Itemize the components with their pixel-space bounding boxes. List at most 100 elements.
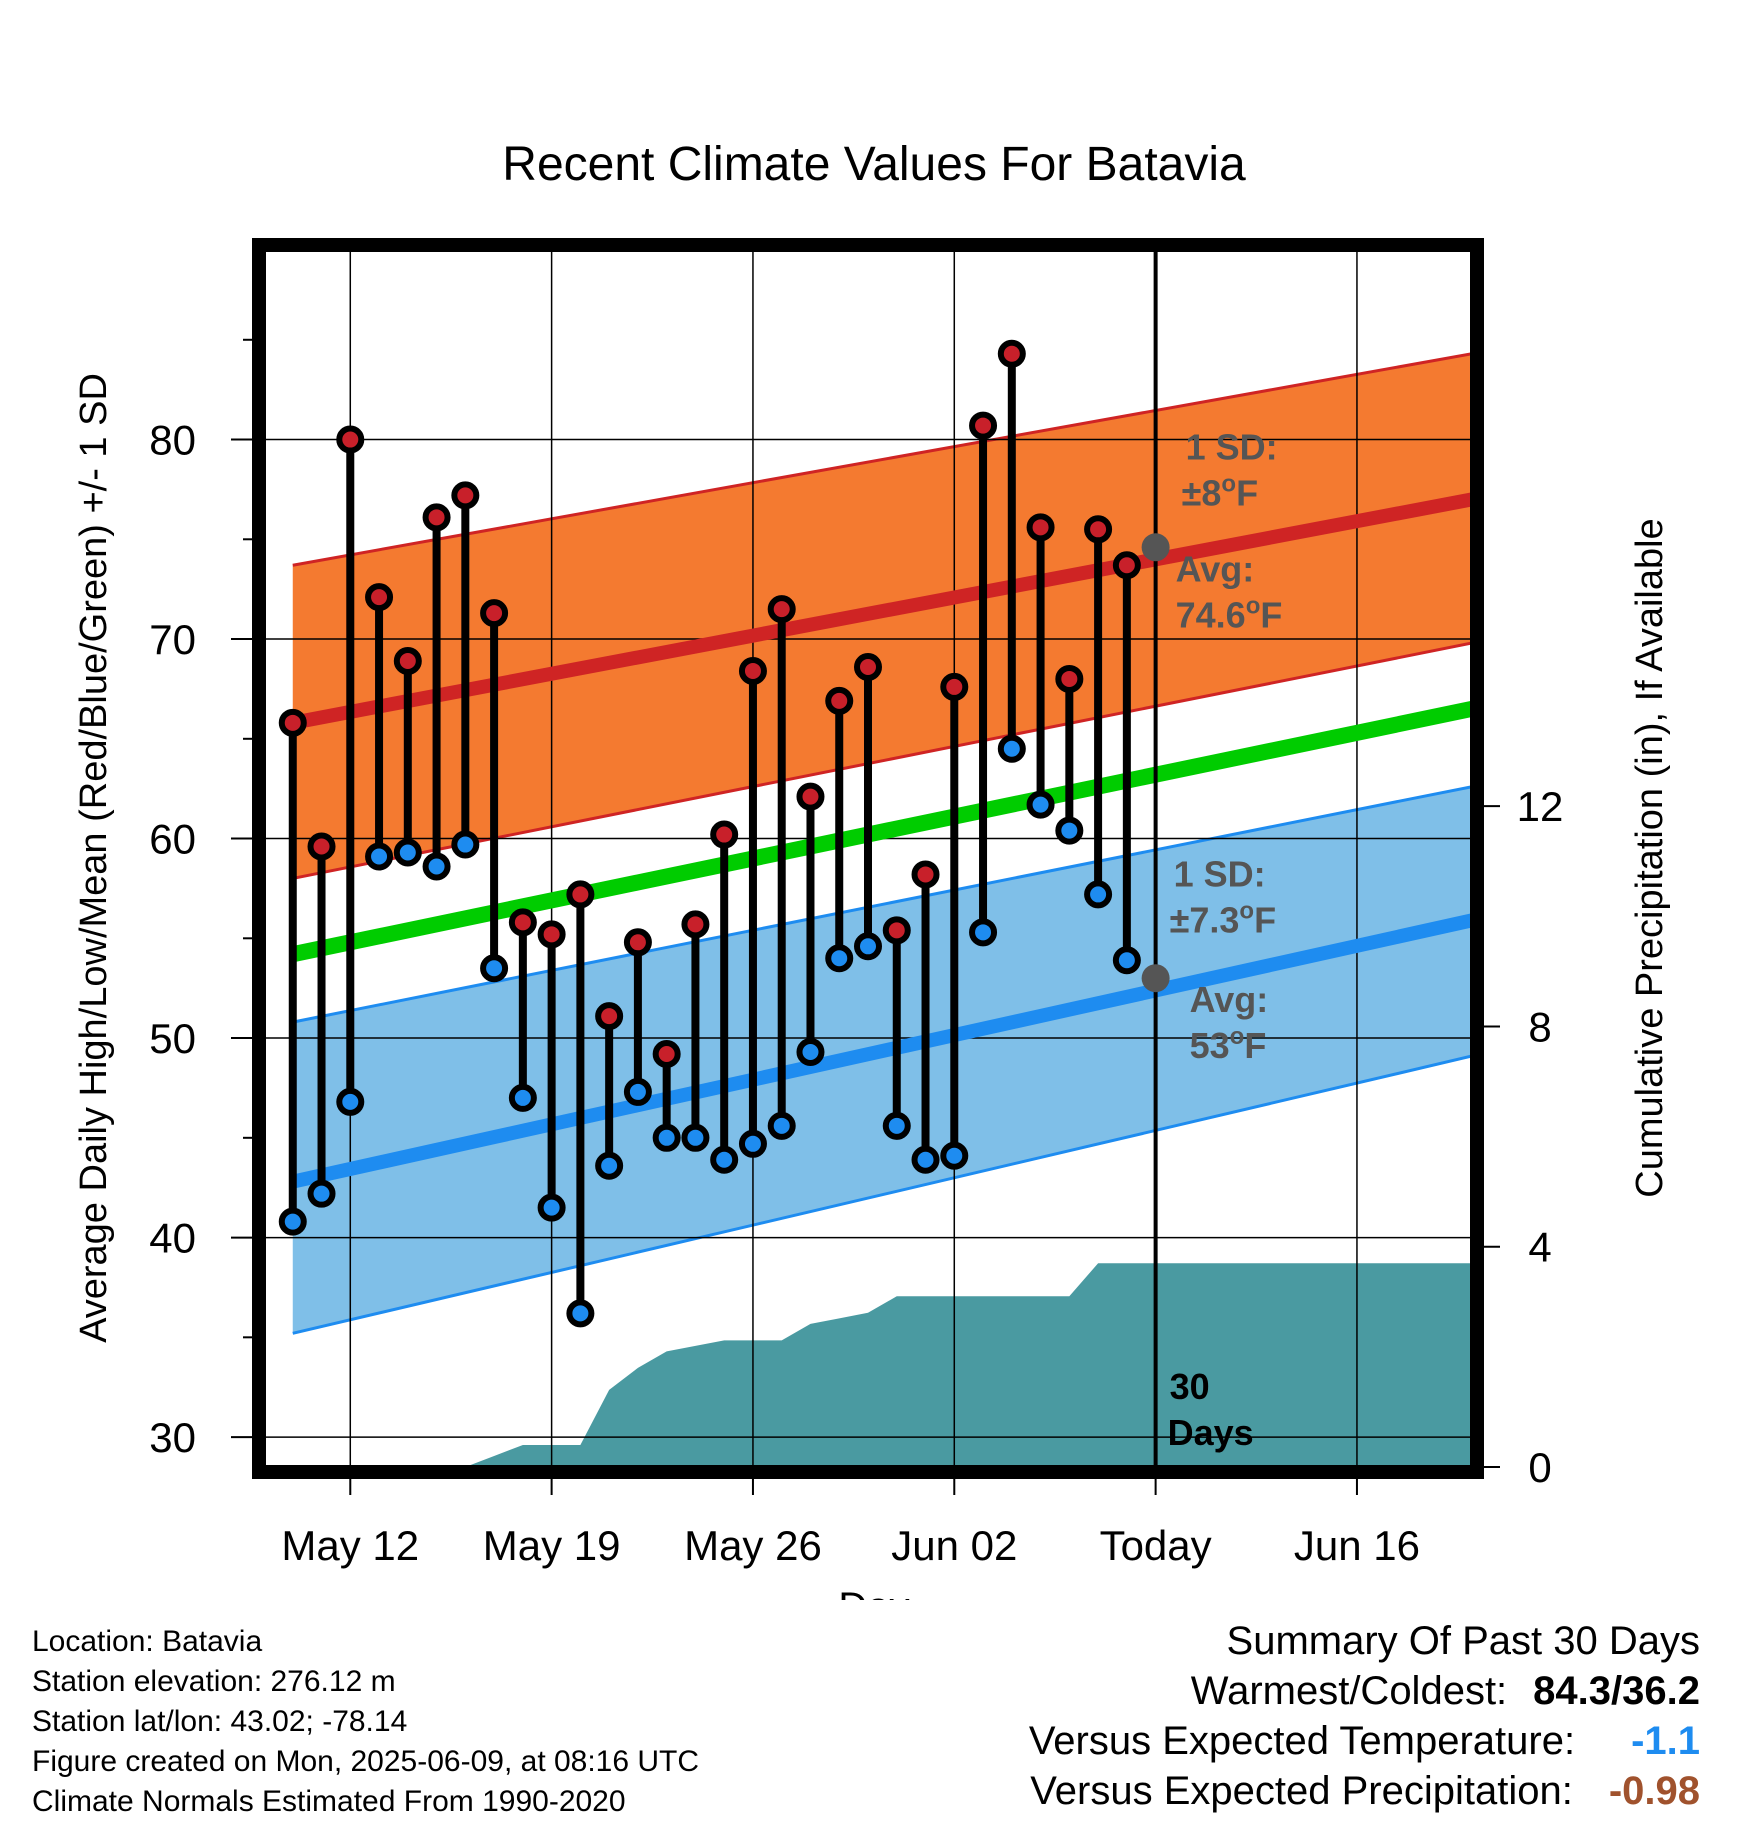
obs-low-point <box>595 1151 624 1180</box>
obs-low-point <box>336 1087 365 1116</box>
high-sd-band-upper-edge <box>292 352 1472 567</box>
y-axis-label: Average Daily High/Low/Mean (Red/Blue/Gr… <box>73 373 115 1343</box>
precip-value: -0.98 <box>1608 1769 1700 1813</box>
x-tick-label: Jun 02 <box>891 1522 1017 1569</box>
obs-low-point <box>997 734 1026 763</box>
today-low-avg-marker <box>1141 964 1170 993</box>
precip-area <box>292 1263 1472 1467</box>
obs-high-point <box>278 708 307 737</box>
created-text: Figure created on Mon, 2025-06-09, at 08… <box>32 1745 700 1778</box>
obs-high-point <box>969 411 998 440</box>
summary-title: Summary Of Past 30 Days <box>1226 1619 1700 1663</box>
y-tick-label: 70 <box>149 616 196 663</box>
high-sd-label: 1 SD: <box>1186 427 1278 468</box>
x-tick-label: May 12 <box>281 1522 419 1569</box>
summary-precip: Versus Expected Precipitation: -0.98 <box>1029 1766 1700 1816</box>
normal-mean-line <box>291 701 1472 963</box>
obs-high-point <box>1112 551 1141 580</box>
obs-low-point <box>508 1083 537 1112</box>
obs-low-point <box>854 932 882 961</box>
obs-low-point <box>681 1123 710 1152</box>
x-tick-label: Jun 16 <box>1294 1522 1420 1569</box>
obs-low-point <box>480 954 509 983</box>
obs-high-point <box>652 1040 681 1069</box>
obs-low-point <box>796 1038 825 1067</box>
obs-high-point <box>508 908 537 937</box>
normal-low-line <box>291 913 1472 1189</box>
obs-low-point <box>1055 816 1084 845</box>
obs-low-point <box>623 1077 652 1106</box>
y2-tick-label: 12 <box>1517 783 1564 830</box>
obs-high-point <box>767 595 796 624</box>
x-tick-label: Today <box>1100 1522 1212 1569</box>
obs-low-point <box>882 1111 911 1140</box>
obs-high-point <box>825 686 854 715</box>
obs-high-point <box>480 599 509 628</box>
summary-temp: Versus Expected Temperature: -1.1 <box>1029 1716 1700 1766</box>
low-avg-value: 53oF <box>1190 1023 1267 1066</box>
obs-low-point <box>278 1207 307 1236</box>
obs-high-point <box>854 652 882 681</box>
y-tick-label: 50 <box>149 1015 196 1062</box>
obs-low-point <box>566 1299 595 1328</box>
y2-tick-label: 8 <box>1528 1003 1551 1050</box>
warmest-coldest-value: 84.3/36.2 <box>1533 1669 1700 1713</box>
obs-low-point <box>1112 946 1141 975</box>
latlon-text: Station lat/lon: 43.02; -78.14 <box>32 1705 408 1738</box>
x-tick-label: May 26 <box>684 1522 822 1569</box>
obs-high-point <box>393 646 422 675</box>
high-avg-value: 74.6oF <box>1176 592 1283 635</box>
low-sd-value: ±7.3oF <box>1170 897 1276 940</box>
location-text: Location: Batavia <box>32 1625 263 1658</box>
warmest-coldest-label: Warmest/Coldest: <box>1190 1669 1508 1713</box>
temp-label: Versus Expected Temperature: <box>1028 1719 1576 1763</box>
low-sd-band-upper-edge <box>292 785 1472 1024</box>
x-tick-label: May 19 <box>483 1522 621 1569</box>
obs-high-point <box>537 920 566 949</box>
obs-high-point <box>710 820 739 849</box>
obs-high-point <box>681 910 710 939</box>
summary-warmest-coldest: Warmest/Coldest: 84.3/36.2 <box>1029 1666 1700 1716</box>
summary-panel: Summary Of Past 30 Days Warmest/Coldest:… <box>1029 1616 1700 1816</box>
station-info: Location: Batavia Station elevation: 276… <box>32 1622 699 1822</box>
today-high-avg-marker <box>1141 533 1170 562</box>
obs-low-point <box>365 842 394 871</box>
obs-high-point <box>595 1002 624 1031</box>
obs-low-point <box>1026 790 1055 819</box>
precip-label: Versus Expected Precipitation: <box>1030 1769 1573 1813</box>
obs-high-point <box>911 860 940 889</box>
y-tick-label: 40 <box>149 1215 196 1262</box>
obs-low-point <box>710 1145 739 1174</box>
obs-high-point <box>997 339 1026 368</box>
obs-low-point <box>422 852 451 881</box>
obs-high-point <box>566 880 595 909</box>
plot-area <box>264 250 1472 1467</box>
obs-low-point <box>825 944 854 973</box>
y-tick-label: 30 <box>149 1414 196 1461</box>
elevation-text: Station elevation: 276.12 m <box>32 1665 396 1698</box>
obs-low-point <box>940 1141 969 1170</box>
low-sd-band-lower-edge <box>292 1054 1472 1335</box>
obs-high-point <box>365 583 394 612</box>
obs-high-point <box>1055 664 1084 693</box>
climate-chart: Recent Climate Values For Batavia 1 SD:±… <box>73 138 1671 1600</box>
y2-axis-label: Cumulative Precipitation (in), If Availa… <box>1629 518 1671 1197</box>
normals-text: Climate Normals Estimated From 1990-2020 <box>32 1785 626 1818</box>
obs-low-point <box>738 1129 767 1158</box>
obs-low-point <box>1084 880 1113 909</box>
days-label-line2: Days <box>1168 1412 1254 1453</box>
obs-high-point <box>796 782 825 811</box>
obs-high-point <box>336 425 365 454</box>
low-sd-label: 1 SD: <box>1174 853 1266 894</box>
obs-low-point <box>451 830 480 859</box>
obs-high-point <box>940 672 969 701</box>
obs-low-point <box>911 1145 940 1174</box>
low-avg-label: Avg: <box>1190 979 1269 1020</box>
obs-high-point <box>623 928 652 957</box>
high-sd-value: ±8oF <box>1182 471 1258 514</box>
obs-low-point <box>307 1179 336 1208</box>
y2-tick-label: 4 <box>1528 1224 1551 1271</box>
obs-high-point <box>738 656 767 685</box>
y-tick-label: 80 <box>149 417 196 464</box>
x-axis-label: Day <box>838 1585 909 1600</box>
